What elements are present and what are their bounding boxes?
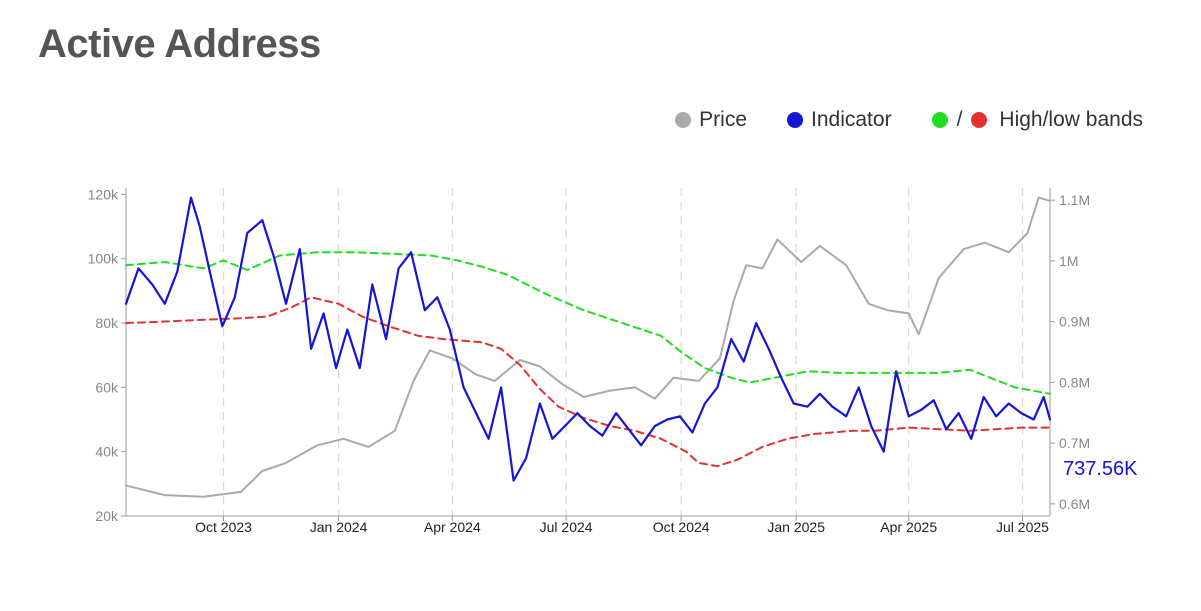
legend-item-bands[interactable]: / High/low bands [931, 108, 1143, 132]
right-tick-label: 1.1M [1059, 192, 1090, 208]
x-tick-label: Oct 2024 [653, 519, 710, 535]
x-tick-label: Jan 2025 [767, 519, 825, 535]
x-tick-label: Jul 2025 [996, 519, 1049, 535]
left-tick-label: 60k [95, 379, 119, 395]
low-band-series-line [125, 296, 1051, 468]
left-tick-label: 80k [95, 315, 119, 331]
left-tick-label: 100k [88, 251, 119, 267]
left-tick-label: 40k [95, 444, 119, 460]
legend-indicator-label: Indicator [811, 108, 892, 131]
price-dot-icon [675, 112, 692, 128]
indicator-dot-icon [787, 112, 804, 128]
right-tick-label: 0.7M [1059, 435, 1090, 451]
legend-item-indicator[interactable]: Indicator [787, 108, 892, 132]
x-tick-label: Apr 2024 [424, 519, 481, 535]
left-tick-label: 120k [88, 186, 119, 202]
legend-bands-separator: / [956, 108, 963, 131]
page-title: Active Address [38, 22, 321, 66]
last-value-label: 737.56K [1063, 458, 1138, 480]
legend-bands-label: High/low bands [999, 108, 1143, 131]
chart-legend: Price Indicator / High/low bands [675, 108, 1143, 132]
price-series-line [125, 196, 1051, 498]
right-tick-label: 0.9M [1059, 314, 1090, 330]
right-tick-label: 0.8M [1059, 374, 1090, 390]
high-band-series-line [125, 251, 1051, 395]
x-tick-label: Jan 2024 [310, 519, 368, 535]
right-tick-label: 0.6M [1059, 496, 1090, 512]
high-band-dot-icon [931, 112, 948, 128]
x-tick-label: Apr 2025 [880, 519, 937, 535]
x-tick-label: Jul 2024 [540, 519, 593, 535]
left-tick-label: 20k [95, 508, 119, 524]
indicator-series-line [124, 196, 1052, 482]
legend-item-price[interactable]: Price [675, 108, 747, 132]
low-band-dot-icon [971, 112, 988, 128]
right-tick-label: 1M [1059, 253, 1078, 269]
x-tick-label: Oct 2023 [195, 519, 252, 535]
legend-price-label: Price [699, 108, 748, 131]
